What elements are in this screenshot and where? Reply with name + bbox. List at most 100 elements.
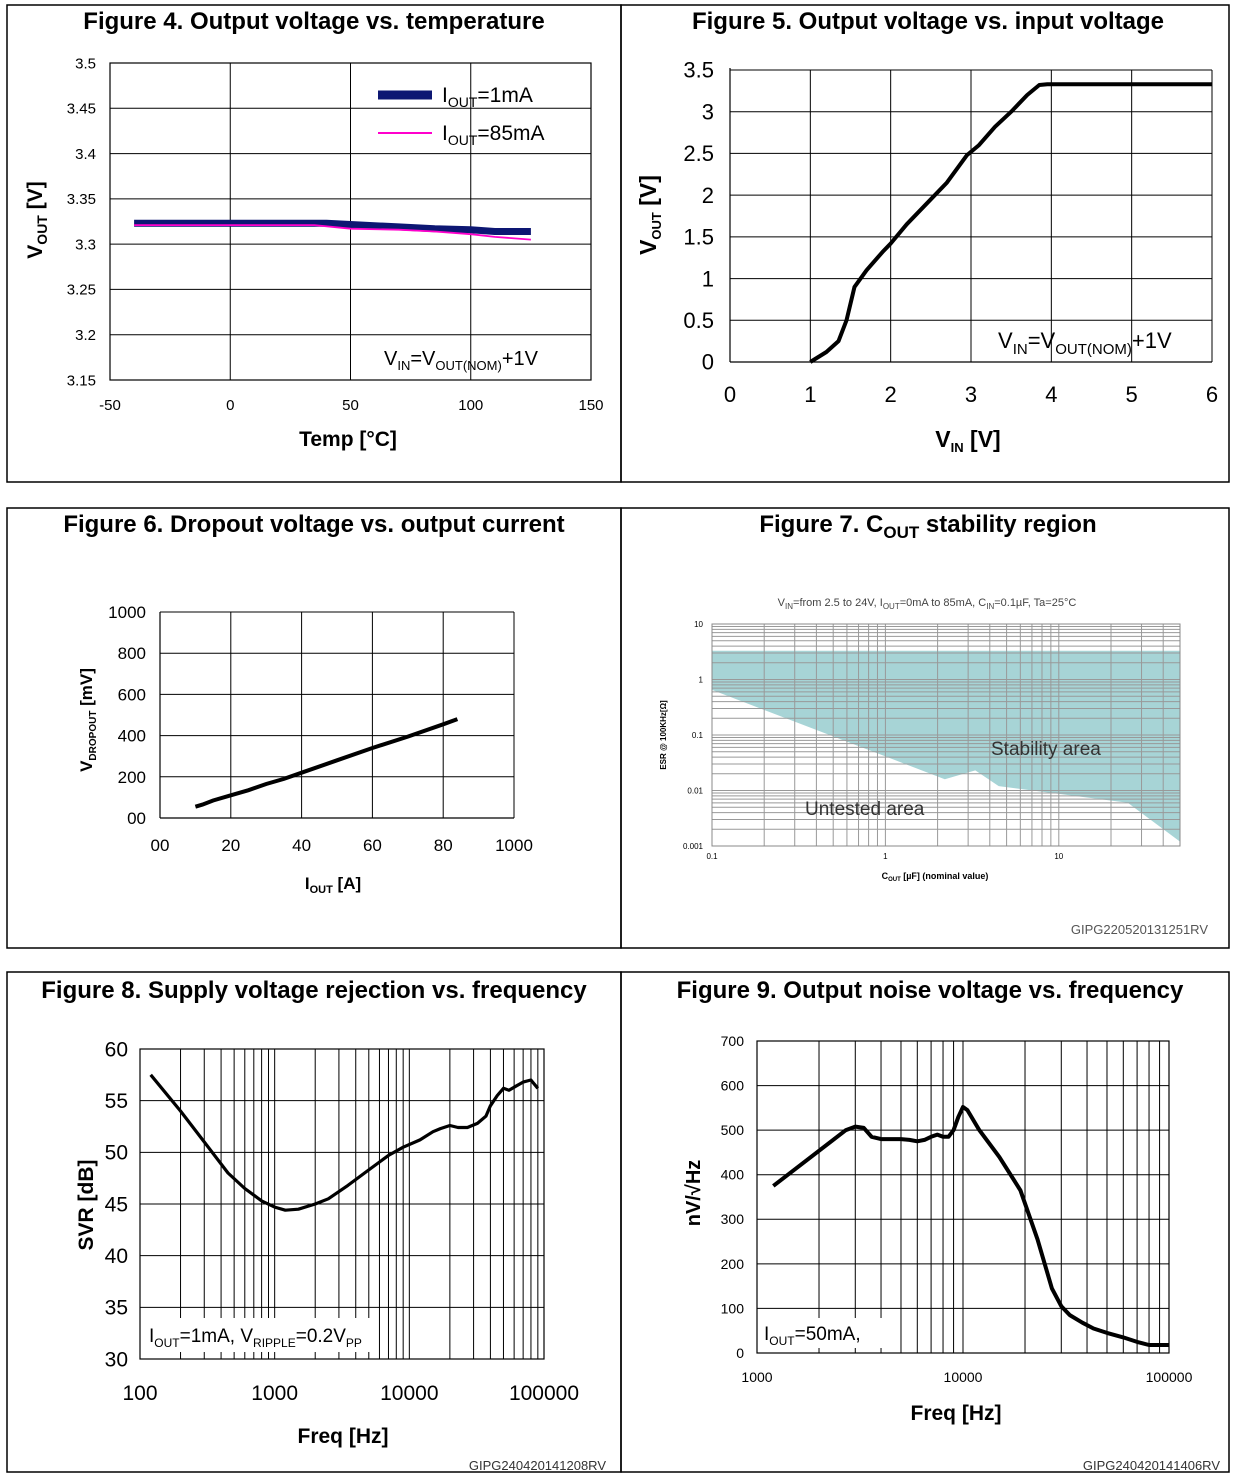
figure-8-gridlines [139,1048,545,1360]
figure-8-y-tick-label: 50 [105,1142,128,1165]
figure-8-annotation: IOUT=1mA, VRIPPLE=0.2VPP [149,1326,362,1350]
figure-5-gridlines [730,69,1213,362]
figure-6-y-tick-label: 400 [118,727,146,746]
figure-6-x-tick-label: 1000 [495,836,533,855]
panel-figure-5 [620,4,1230,483]
figure-6-x-tick-label: 80 [434,836,453,855]
figure-9-y-tick-label: 600 [721,1077,745,1093]
figure-6: Figure 6. Dropout voltage vs. output cur… [63,511,564,896]
figure-6-y-tick-labels: 00 200 400 600 800 1000 [108,603,146,828]
figure-4-y-tick-label: 3.15 [67,372,96,389]
figure-9-x-tick-label: 1000 [741,1369,772,1385]
figure-4-x-tick-labels: -50 0 50 100 150 [99,397,603,414]
figure-5-x-tick-label: 2 [885,382,897,407]
figure-6-y-tick-label: 00 [127,809,146,828]
figure-9-plot-frame [756,1040,1170,1354]
figure-4-y-tick-label: 3.25 [67,282,96,299]
figure-6-title: Figure 6. Dropout voltage vs. output cur… [63,511,564,538]
figure-5-y-tick-label: 2 [702,183,714,208]
figure-6-x-axis-label: IOUT [A] [305,874,361,896]
figure-5-x-tick-label: 0 [724,382,736,407]
figure-7-y-tick-label: 1 [699,675,704,684]
figure-9-y-tick-label: 200 [721,1256,745,1272]
figure-7-plot-frame [711,623,1181,847]
figure-9-y-tick-label: 700 [721,1033,745,1049]
figure-4-x-tick-label: 100 [458,397,483,414]
legend-label-iout-1ma: IOUT=1mA [442,84,533,110]
figure-4-x-tick-label: -50 [99,397,121,414]
figure-9-series [772,1105,1169,1347]
figure-7-gridlines [712,624,1180,846]
figure-7: Figure 7. COUT stability region VIN=from… [659,511,1208,937]
figure-8-x-tick-label: 100 [122,1382,157,1405]
figure-6-series [194,717,459,809]
series-line-iout-1ma [134,219,531,235]
figure-8-plot-frame [139,1048,545,1360]
figure-4-legend: IOUT=1mA IOUT=85mA [378,84,545,148]
figure-5: Figure 5. Output voltage vs. input volta… [635,8,1218,455]
figure-8-y-tick-label: 55 [105,1090,128,1113]
figure-4-x-axis-label: Temp [°C] [299,428,397,451]
figure-9-y-tick-label: 0 [736,1345,744,1361]
figure-8-title: Figure 8. Supply voltage rejection vs. f… [41,977,587,1004]
figure-6-x-tick-label: 60 [363,836,382,855]
figure-9-x-tick-label: 100000 [1146,1369,1193,1385]
figure-7-title: Figure 7. COUT stability region [759,511,1096,542]
figure-9-x-tick-label: 10000 [944,1369,983,1385]
figure-8-y-axis-label: SVR [dB] [75,1160,98,1251]
series-line-iout-85ma [134,224,531,241]
figure-6-y-tick-label: 1000 [108,603,146,622]
figure-4-y-tick-label: 3.45 [67,101,96,118]
figure-4-x-tick-label: 150 [578,397,603,414]
figure-9-y-tick-label: 500 [721,1122,745,1138]
figure-9-annotation: IOUT=50mA, [764,1324,861,1348]
figure-5-y-tick-label: 0.5 [683,308,714,333]
figure-9-y-axis-label: nV/√Hz [683,1160,705,1227]
figure-4-y-tick-label: 3.4 [75,146,96,163]
figure-9-y-tick-label: 300 [721,1211,745,1227]
figure-8-annotation-bg [146,1318,370,1352]
figure-8: Figure 8. Supply voltage rejection vs. f… [41,977,606,1473]
figure-5-y-tick-label: 1.5 [683,225,714,250]
figure-5-title: Figure 5. Output voltage vs. input volta… [692,8,1164,35]
figure-5-x-axis-label: VIN [V] [935,426,1000,455]
figure-4-y-tick-label: 3.3 [75,236,96,253]
figure-4-annotation: VIN=VOUT(NOM)+1V [384,348,539,373]
figure-8-x-tick-labels: 100 1000 10000 100000 [122,1382,579,1405]
legend-label-iout-85ma: IOUT=85mA [442,122,545,148]
figure-8-x-tick-label: 10000 [380,1382,438,1405]
figure-4-y-axis-label: VOUT [V] [24,181,50,258]
figure-8-x-tick-label: 100000 [509,1382,579,1405]
figure-8-y-tick-label: 45 [105,1193,128,1216]
figure-4-y-tick-label: 3.5 [75,55,96,72]
figure-9-y-tick-label: 100 [721,1300,745,1316]
figure-7-x-axis-label: COUT [µF] (nominal value) [882,871,989,883]
figure-8-series [149,1073,540,1212]
figure-7-untested-area-label: Untested area [805,799,925,820]
figure-5-y-axis-label: VOUT [V] [635,175,664,255]
figure-5-x-tick-label: 4 [1045,382,1057,407]
figure-7-x-tick-label: 1 [883,852,888,861]
figure-7-x-tick-label: 10 [1054,852,1063,861]
figure-6-x-tick-labels: 00 20 40 60 80 1000 [151,836,533,855]
figure-4-y-tick-label: 3.35 [67,191,96,208]
figure-4: Figure 4. Output voltage vs. temperature… [24,8,604,451]
figure-5-x-tick-label: 6 [1206,382,1218,407]
figure-6-gridlines [160,611,515,818]
figure-9-y-tick-label: 400 [721,1167,745,1183]
figure-6-y-axis-label: VDROPOUT [mV] [77,668,99,772]
figure-9-gridlines [756,1040,1170,1354]
figure-4-series [134,219,531,241]
figure-5-series [809,82,1212,364]
figure-7-stability-area-label: Stability area [991,739,1101,760]
figure-7-code: GIPG220520131251RV [1071,922,1208,937]
figure-7-subtitle: VIN=from 2.5 to 24V, IOUT=0mA to 85mA, C… [778,597,1077,611]
figure-9-x-tick-labels: 1000 10000 100000 [741,1369,1192,1385]
figure-9-annotation-bg [762,1318,888,1348]
series-line-vout [809,82,1212,364]
figure-4-x-tick-label: 50 [342,397,359,414]
figure-5-x-tick-labels: 0 1 2 3 4 5 6 [724,382,1218,407]
series-line-vdropout [194,717,459,809]
figure-5-y-tick-labels: 0 0.5 1 1.5 2 2.5 3 3.5 [683,58,714,375]
